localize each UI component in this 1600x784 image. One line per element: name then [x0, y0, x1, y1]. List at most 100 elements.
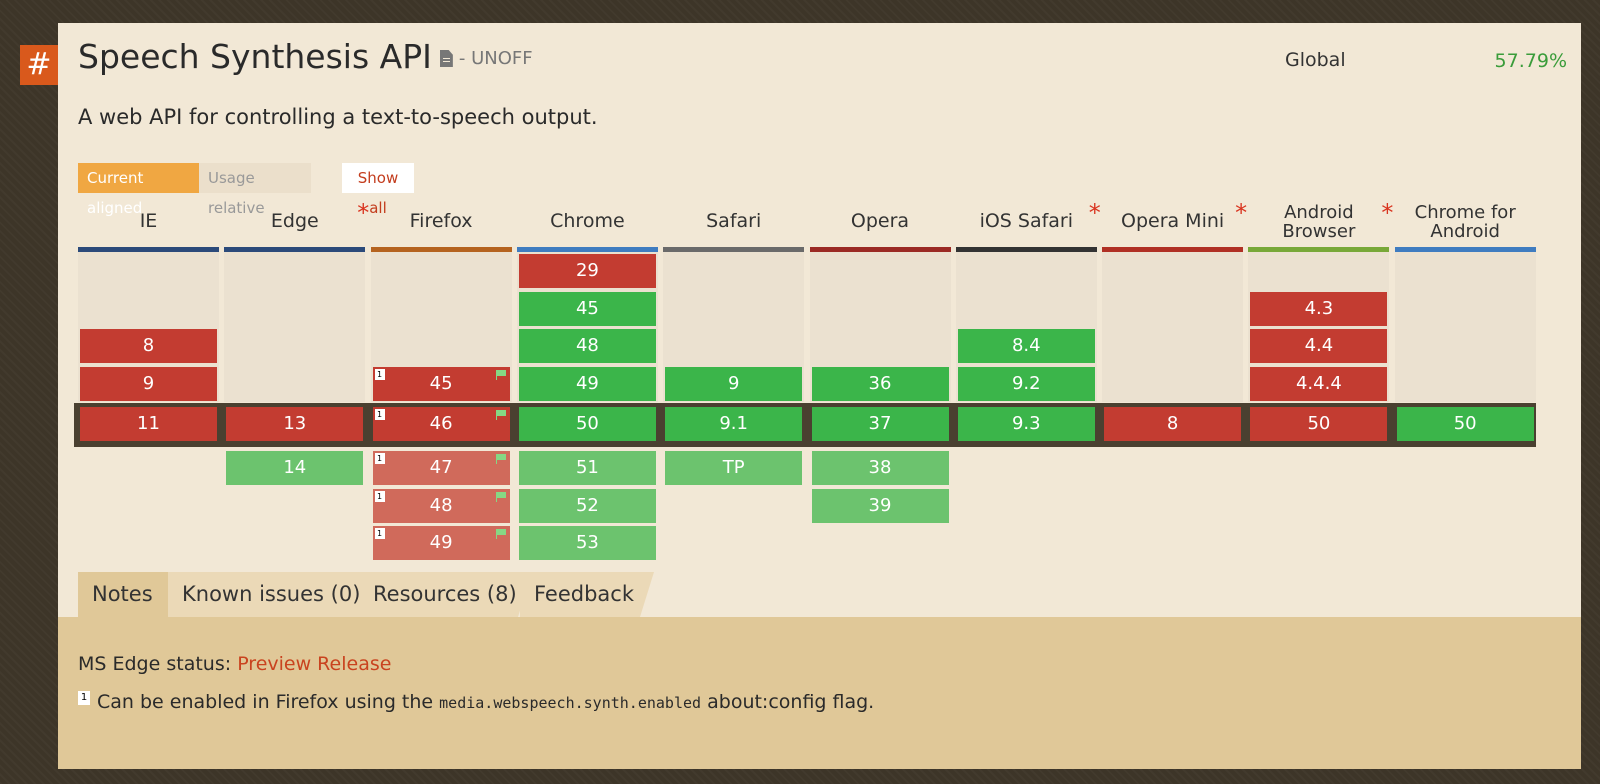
- ms-edge-status: MS Edge status: Preview Release: [78, 653, 391, 675]
- version-label: 8.4: [1011, 335, 1041, 356]
- footnote-text-after: about:config flag.: [707, 691, 875, 713]
- global-percentage: 57.79%: [1494, 50, 1567, 72]
- version-label: 48: [429, 494, 453, 516]
- version-label: 29: [575, 260, 599, 281]
- usage-relative-button[interactable]: Usage relative: [199, 163, 311, 217]
- version-cell-firefox[interactable]: 45 1: [372, 366, 510, 401]
- current-version-cell-opera-mini[interactable]: 8: [1104, 407, 1242, 441]
- version-cell-chrome[interactable]: 48: [518, 329, 656, 363]
- feature-card: Speech Synthesis API - UNOFF Global 57.79…: [58, 23, 1581, 769]
- current-version-cell-chrome[interactable]: 50: [518, 407, 656, 441]
- version-label: 46: [429, 413, 453, 434]
- column-background-chrome-for-android: [1394, 252, 1536, 402]
- version-label: 8: [142, 335, 155, 356]
- flag-icon: [495, 410, 507, 420]
- version-cell-ios-safari[interactable]: 9.2: [957, 366, 1095, 401]
- current-version-cell-opera[interactable]: 37: [811, 407, 949, 441]
- browser-color-bar-ie: [78, 247, 219, 252]
- version-cell-ie[interactable]: 8: [80, 329, 217, 363]
- current-version-cell-chrome-for-android[interactable]: 50: [1396, 407, 1534, 441]
- version-label: 9: [142, 372, 155, 394]
- note-number-badge: 1: [374, 409, 385, 420]
- version-label: 45: [429, 372, 453, 394]
- browser-header-firefox: Firefox: [409, 210, 473, 232]
- browser-header-edge: Edge: [270, 210, 319, 232]
- feature-description: A web API for controlling a text-to-spee…: [78, 105, 598, 129]
- version-label: 4.4.4: [1295, 372, 1342, 394]
- future-version-cell-chrome[interactable]: 52: [518, 488, 656, 523]
- tab-known-issues[interactable]: Known issues (0): [168, 572, 380, 617]
- version-label: 4.4: [1304, 335, 1334, 356]
- tab-notes[interactable]: Notes: [78, 572, 188, 617]
- version-label: 52: [575, 494, 599, 516]
- browser-header-chrome: Chrome: [550, 210, 625, 232]
- browser-header-chrome-for-android: Chrome for Android: [1395, 198, 1536, 245]
- column-background-opera-mini: [1102, 252, 1244, 402]
- anchor-link[interactable]: #: [20, 45, 58, 85]
- document-icon[interactable]: [439, 50, 453, 67]
- footnote-number: 1: [78, 691, 90, 705]
- notes-panel: MS Edge status: Preview Release 1 Can be …: [58, 617, 1581, 769]
- spec-status: - UNOFF: [458, 48, 533, 69]
- future-version-cell-firefox[interactable]: 47 1: [372, 451, 510, 485]
- version-cell-android-browser[interactable]: 4.4: [1250, 329, 1388, 363]
- version-cell-ie[interactable]: 9: [80, 366, 217, 401]
- tab-resources[interactable]: Resources (8): [359, 572, 532, 617]
- note-number-badge: 1: [374, 528, 385, 539]
- global-label: Global: [1285, 49, 1346, 71]
- browser-header-opera-mini: Opera Mini: [1120, 210, 1225, 232]
- version-cell-ios-safari[interactable]: 8.4: [957, 329, 1095, 363]
- version-cell-android-browser[interactable]: 4.4.4: [1250, 366, 1388, 401]
- browser-asterisk-edge: *: [357, 199, 370, 227]
- future-version-cell-firefox[interactable]: 48 1: [372, 488, 510, 523]
- version-label: 9.3: [1011, 413, 1041, 434]
- browser-color-bar-safari: [663, 247, 805, 252]
- version-label: 11: [137, 413, 160, 434]
- version-cell-chrome[interactable]: 29: [518, 254, 656, 288]
- current-aligned-button[interactable]: Current aligned: [78, 163, 199, 217]
- version-cell-chrome[interactable]: 45: [518, 291, 656, 326]
- preview-release-link[interactable]: Preview Release: [237, 653, 392, 675]
- version-label: 39: [868, 494, 892, 516]
- browser-header-line: Browser: [1282, 220, 1356, 242]
- version-cell-android-browser[interactable]: 4.3: [1250, 291, 1388, 326]
- current-version-cell-safari[interactable]: 9.1: [665, 407, 803, 441]
- version-label: 50: [1307, 413, 1331, 434]
- version-label: 9: [727, 372, 740, 394]
- show-all-button[interactable]: Show all: [342, 163, 414, 217]
- current-version-cell-ios-safari[interactable]: 9.3: [957, 407, 1095, 441]
- current-version-cell-android-browser[interactable]: 50: [1250, 407, 1388, 441]
- future-version-cell-opera[interactable]: 39: [811, 488, 949, 523]
- version-cell-safari[interactable]: 9: [665, 366, 803, 401]
- future-version-cell-edge[interactable]: 14: [226, 451, 364, 485]
- browser-header-line: Android: [1284, 201, 1354, 223]
- browser-color-bar-firefox: [370, 247, 512, 252]
- browser-header-ios-safari: iOS Safari: [979, 210, 1074, 232]
- version-label: 53: [575, 532, 599, 553]
- tab-feedback[interactable]: Feedback: [520, 572, 654, 617]
- future-version-cell-safari[interactable]: TP: [665, 451, 803, 485]
- browser-asterisk-ios-safari: *: [1088, 199, 1101, 227]
- footnote-text-before: Can be enabled in Firefox using the: [97, 691, 434, 713]
- browser-color-bar-ios-safari: [955, 247, 1097, 252]
- future-version-cell-opera[interactable]: 38: [811, 451, 949, 485]
- future-version-cell-chrome[interactable]: 51: [518, 451, 656, 485]
- future-version-cell-firefox[interactable]: 49 1: [372, 526, 510, 560]
- future-version-cell-chrome[interactable]: 53: [518, 526, 656, 560]
- version-label: 4.3: [1304, 297, 1334, 319]
- current-version-cell-edge[interactable]: 13: [226, 407, 364, 441]
- version-label: 14: [283, 457, 307, 478]
- browser-header-safari: Safari: [706, 210, 762, 232]
- version-label: 49: [429, 532, 453, 553]
- browser-asterisk-opera-mini: *: [1235, 199, 1248, 227]
- browser-header-android-browser: Android Browser: [1248, 198, 1389, 245]
- version-cell-chrome[interactable]: 49: [518, 366, 656, 401]
- version-label: 38: [868, 457, 892, 478]
- flag-icon: [495, 491, 507, 502]
- browser-header-line: Chrome for: [1414, 201, 1516, 223]
- current-version-cell-firefox[interactable]: 46 1: [372, 407, 510, 441]
- browser-color-bar-edge: [224, 247, 366, 252]
- note-number-badge: 1: [374, 368, 385, 380]
- current-version-cell-ie[interactable]: 11: [80, 407, 217, 441]
- version-cell-opera[interactable]: 36: [811, 366, 949, 401]
